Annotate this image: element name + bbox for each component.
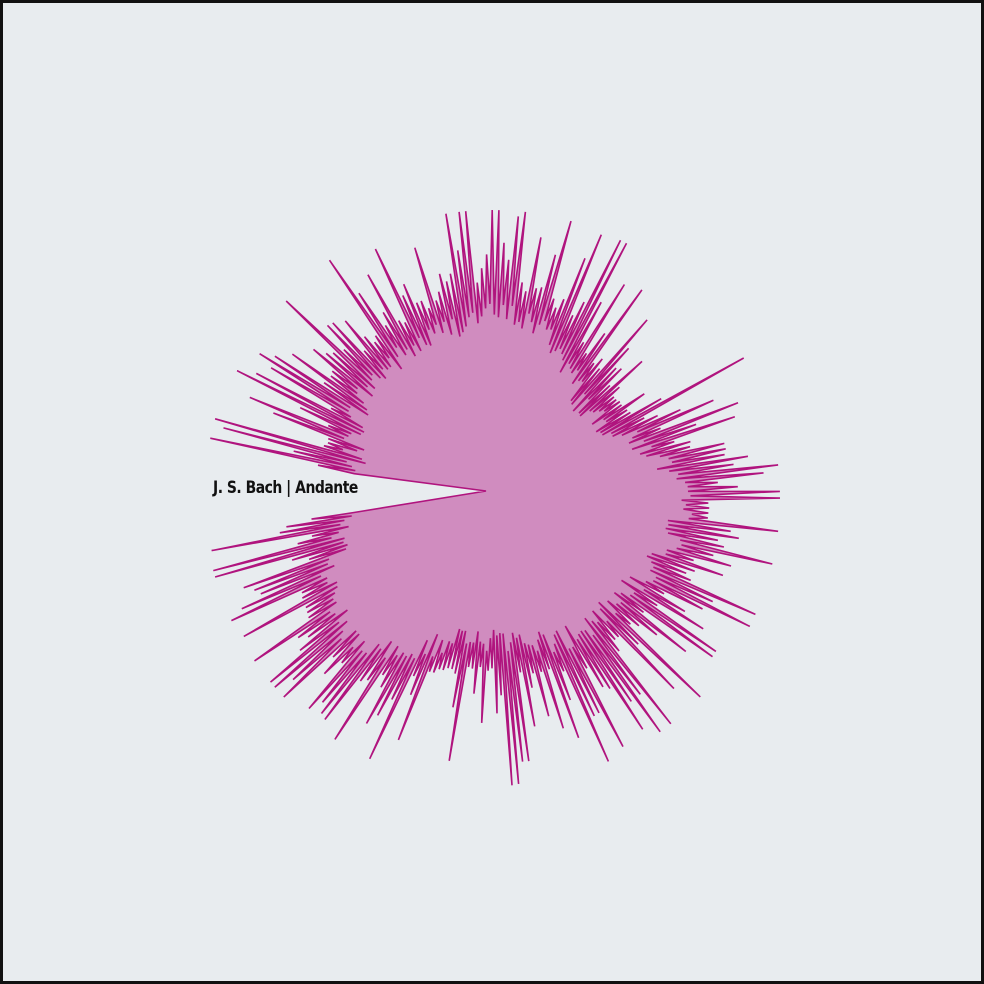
piece-title: J. S. Bach | Andante: [213, 478, 358, 498]
waveform-shape: [210, 209, 781, 786]
